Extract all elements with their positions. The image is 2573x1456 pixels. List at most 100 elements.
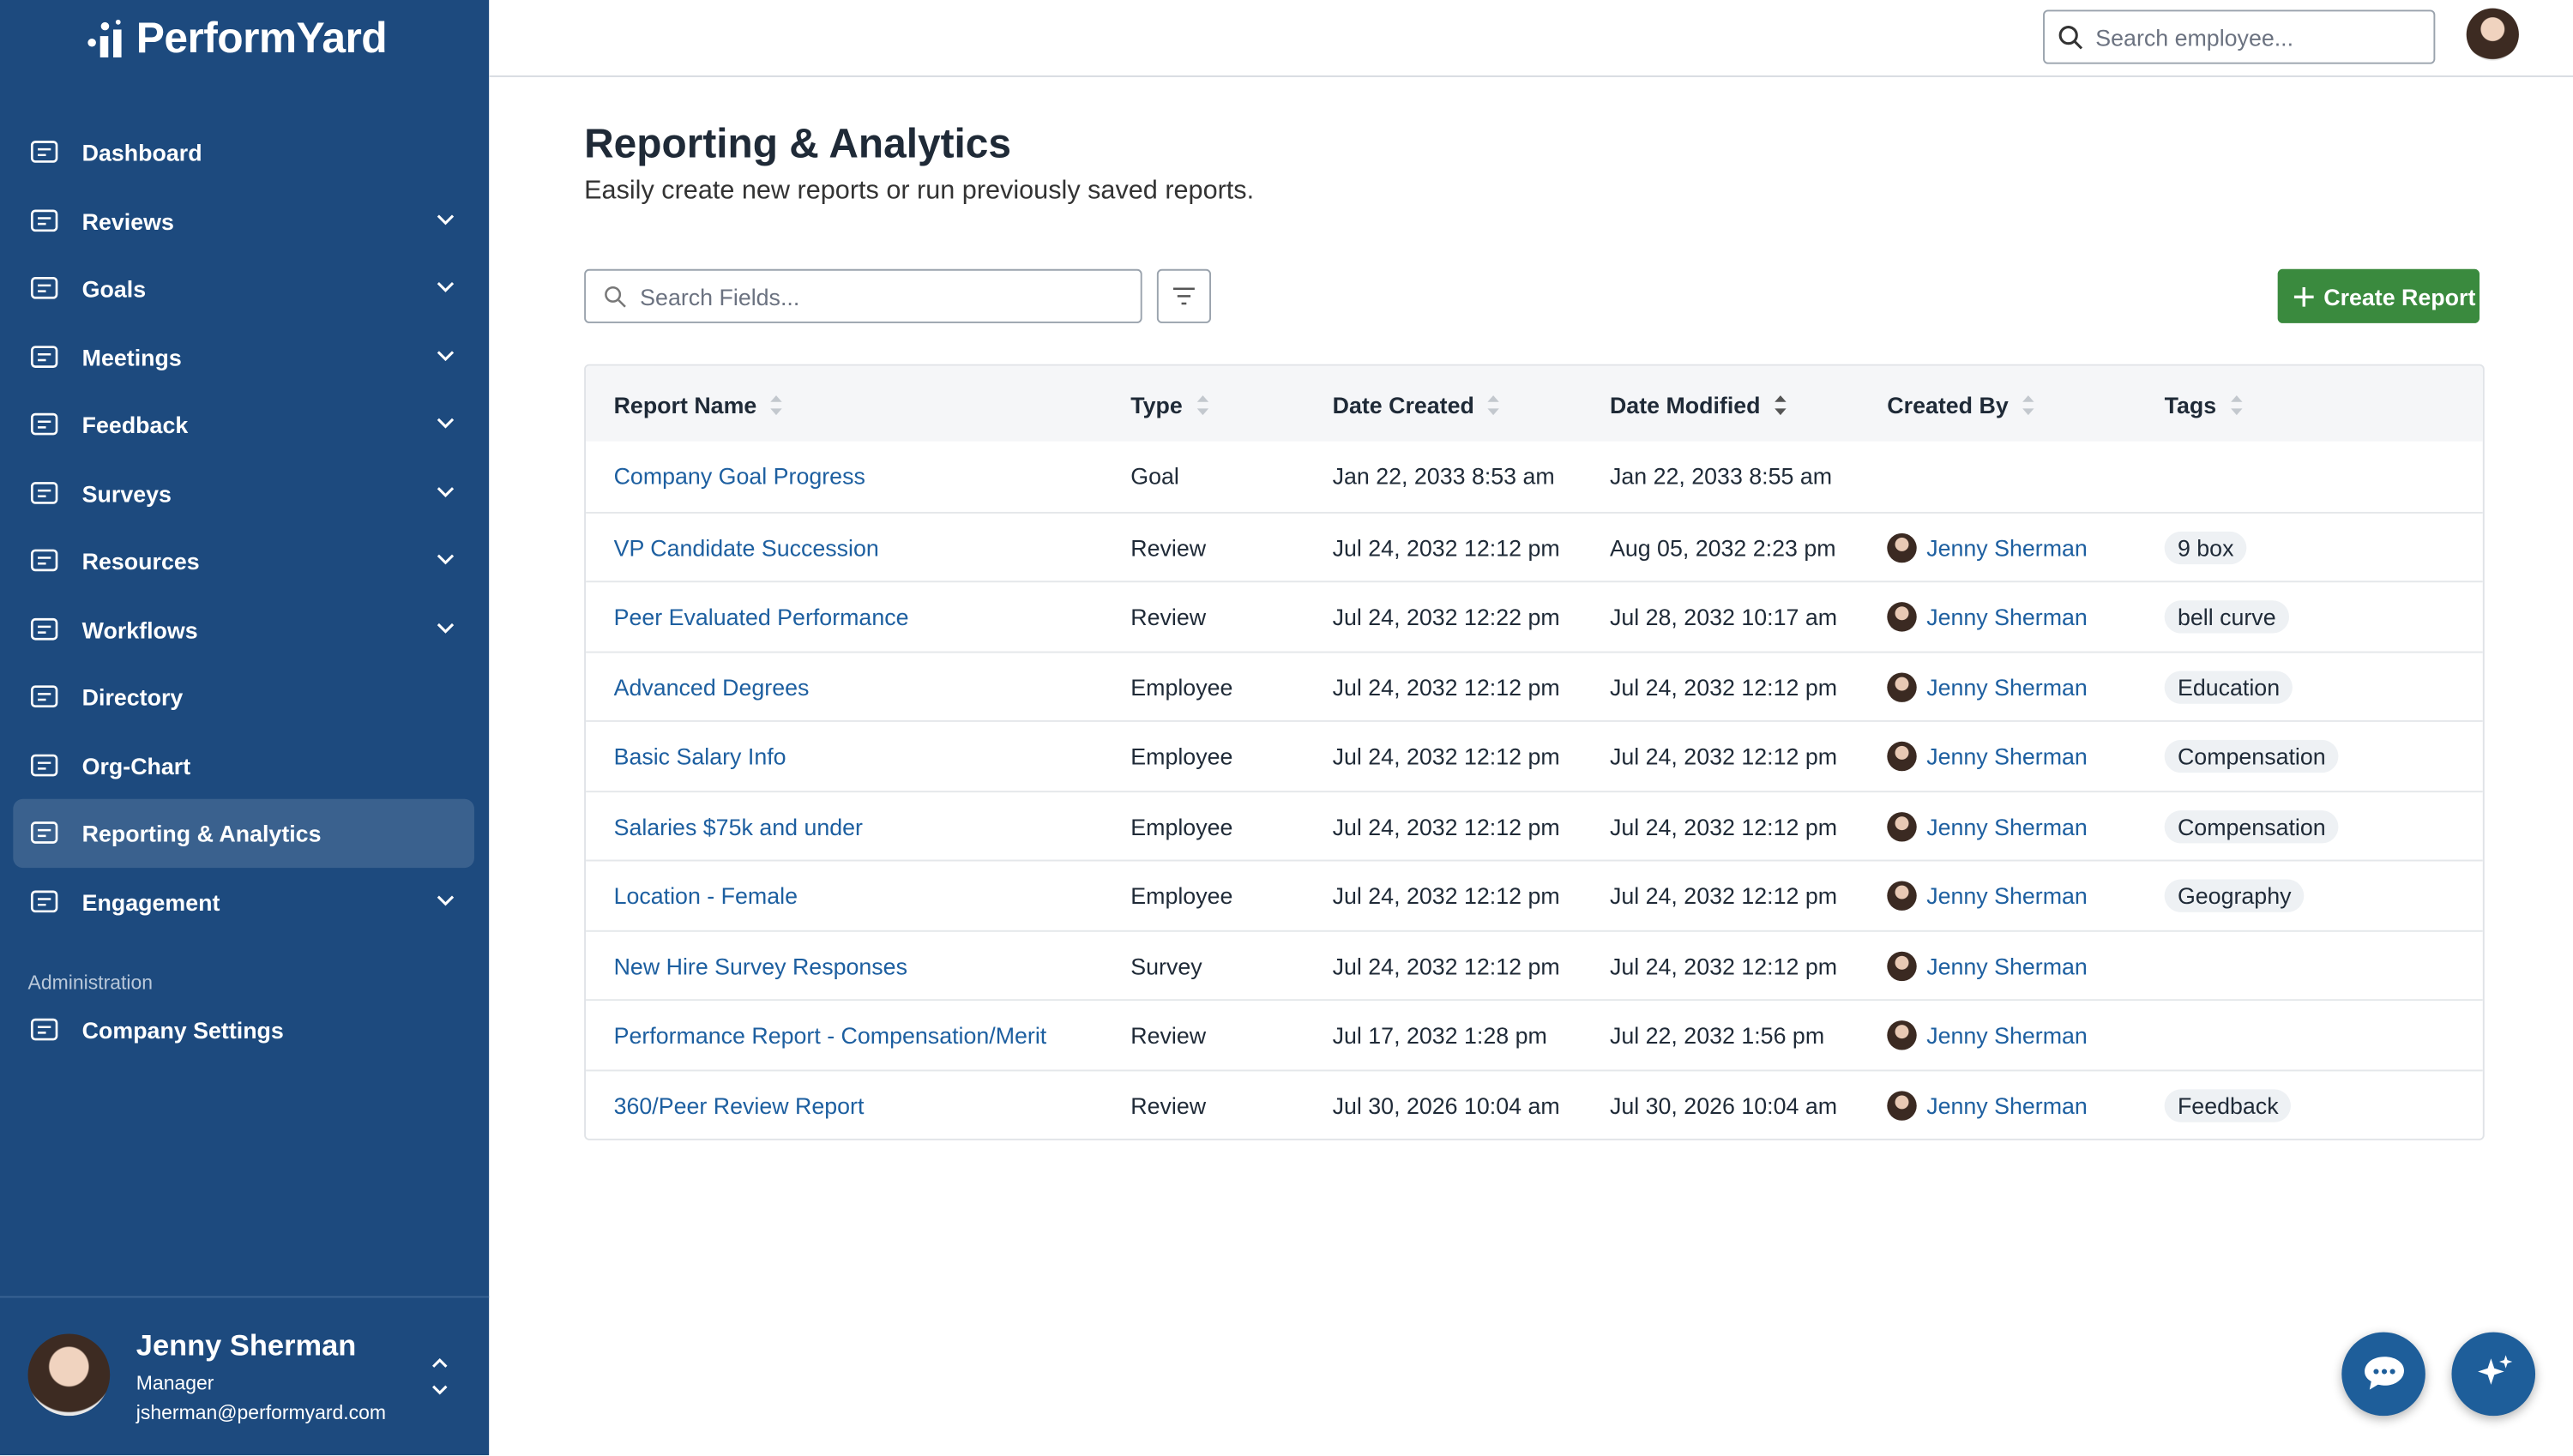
nav-item[interactable]: Goals (13, 255, 474, 323)
creator-link[interactable]: Jenny Sherman (1926, 533, 2088, 561)
cell-type: Review (1130, 1001, 1206, 1069)
chat-icon (2365, 1357, 2404, 1390)
user-avatar[interactable] (27, 1333, 111, 1417)
tag-chip: Geography (2164, 879, 2305, 912)
table-row: Basic Salary Info Employee Jul 24, 2032 12… (586, 719, 2483, 791)
filter-button[interactable] (1156, 268, 1212, 323)
cell-text: Review (1130, 1092, 1207, 1118)
nav-item[interactable]: Reporting & Analytics (13, 798, 474, 869)
cell-tag: Compensation (2164, 722, 2339, 791)
report-link[interactable]: Salaries $75k and under (613, 813, 863, 839)
cell-modified: Jul 24, 2032 12:12 pm (1610, 931, 1837, 1000)
sort-icon (1774, 395, 1787, 416)
sort-icon (1196, 395, 1208, 416)
cell-modified: Jul 22, 2032 1:56 pm (1610, 1001, 1824, 1069)
nav-label: Meetings (81, 343, 182, 370)
field-search[interactable]: Search Fields... (584, 268, 1142, 323)
cell-tag: Education (2164, 653, 2293, 721)
cell-name: Peer Evaluated Performance (614, 582, 909, 651)
report-link[interactable]: Performance Report - Compensation/Merit (613, 1021, 1047, 1049)
creator-link[interactable]: Jenny Sherman (1926, 952, 2088, 979)
cell-tag: 9 box (2164, 513, 2247, 581)
ai-button[interactable] (2451, 1332, 2536, 1417)
cell-text: Jul 24, 2032 12:12 pm (1332, 952, 1560, 979)
report-link[interactable]: Advanced Degrees (613, 673, 810, 701)
report-link[interactable]: Basic Salary Info (613, 743, 786, 770)
nav-item[interactable]: Dashboard (13, 118, 474, 187)
table-row: Peer Evaluated Performance Review Jul 24, … (586, 581, 2483, 652)
column-header[interactable]: Report Name (614, 392, 783, 418)
cell-text: Jul 24, 2032 12:12 pm (1609, 673, 1838, 701)
cell-tag: bell curve (2164, 582, 2289, 651)
user-menu-toggle[interactable] (428, 1353, 451, 1399)
nav-icon (30, 1018, 58, 1041)
nav-item[interactable]: Feedback (13, 390, 474, 459)
creator-link[interactable]: Jenny Sherman (1926, 673, 2088, 701)
cell-text: Aug 05, 2032 2:23 pm (1609, 533, 1836, 561)
creator-avatar (1887, 1020, 1917, 1050)
chat-button[interactable] (2341, 1332, 2425, 1417)
report-link[interactable]: VP Candidate Succession (613, 533, 879, 561)
cell-text: Employee (1130, 673, 1233, 701)
creator-link[interactable]: Jenny Sherman (1926, 1092, 2088, 1118)
cell-type: Employee (1130, 653, 1232, 721)
report-link[interactable]: Peer Evaluated Performance (613, 604, 909, 630)
create-report-button[interactable]: Create Report (2277, 268, 2480, 323)
cell-text: Jul 30, 2026 10:04 am (1609, 1092, 1838, 1118)
cell-created-by: Jenny Sherman (1887, 722, 2088, 791)
report-link[interactable]: New Hire Survey Responses (613, 952, 907, 979)
creator-link[interactable]: Jenny Sherman (1926, 1021, 2088, 1049)
creator-avatar (1887, 1090, 1917, 1120)
cell-type: Review (1130, 513, 1206, 581)
nav-label: Reviews (81, 208, 174, 234)
nav-icon (30, 208, 58, 232)
column-header[interactable]: Date Created (1333, 392, 1501, 418)
cell-text: Goal (1130, 462, 1179, 490)
nav-item[interactable]: Engagement (13, 867, 474, 936)
nav-chevron (437, 894, 455, 905)
report-link[interactable]: Company Goal Progress (613, 462, 865, 490)
nav-label: Feedback (81, 412, 189, 438)
column-header[interactable]: Type (1130, 392, 1208, 418)
report-link[interactable]: Location - Female (613, 882, 798, 909)
column-header[interactable]: Created By (1887, 392, 2034, 418)
nav-item[interactable]: Workflows (13, 595, 474, 664)
creator-link[interactable]: Jenny Sherman (1926, 743, 2088, 770)
nav-item[interactable]: Resources (13, 526, 474, 595)
cell-text: Employee (1130, 813, 1233, 839)
cell-text: Review (1130, 604, 1207, 630)
nav-label: Engagement (81, 888, 220, 915)
nav-item[interactable]: Company Settings (13, 996, 474, 1064)
cell-text: Jul 28, 2032 10:17 am (1609, 604, 1838, 630)
creator-link[interactable]: Jenny Sherman (1926, 813, 2088, 839)
employee-search[interactable]: Search employee... (2043, 9, 2436, 64)
nav-item[interactable]: Org-Chart (13, 731, 474, 799)
nav-item[interactable]: Reviews (13, 186, 474, 255)
nav-item[interactable]: Meetings (13, 322, 474, 391)
cell-text: Jul 24, 2032 12:12 pm (1332, 533, 1560, 561)
logo-text: PerformYard (136, 13, 388, 63)
column-header[interactable]: Date Modified (1610, 392, 1787, 418)
creator-link[interactable]: Jenny Sherman (1926, 882, 2088, 909)
column-label: Date Modified (1609, 392, 1761, 418)
cell-created: Jul 24, 2032 12:12 pm (1333, 653, 1560, 721)
cell-type: Employee (1130, 791, 1232, 860)
creator-link[interactable]: Jenny Sherman (1926, 604, 2088, 630)
creator-avatar (1887, 671, 1917, 701)
cell-modified: Jul 24, 2032 12:12 pm (1610, 653, 1837, 721)
nav-label: Workflows (81, 616, 198, 643)
profile-avatar[interactable] (2466, 8, 2519, 61)
nav-chevron (437, 214, 455, 225)
nav-chevron (437, 281, 455, 292)
nav-item[interactable]: Directory (13, 663, 474, 731)
cell-created-by: Jenny Sherman (1887, 582, 2088, 651)
divider (0, 1296, 490, 1298)
column-header[interactable]: Tags (2165, 392, 2243, 418)
nav-label: Dashboard (81, 139, 202, 166)
user-name: Jenny Sherman (136, 1328, 357, 1363)
cell-created: Jul 17, 2032 1:28 pm (1333, 1001, 1547, 1069)
nav-item[interactable]: Surveys (13, 459, 474, 527)
cell-text: Jul 24, 2032 12:22 pm (1332, 604, 1560, 630)
report-link[interactable]: 360/Peer Review Report (613, 1092, 865, 1118)
cell-type: Review (1130, 582, 1206, 651)
